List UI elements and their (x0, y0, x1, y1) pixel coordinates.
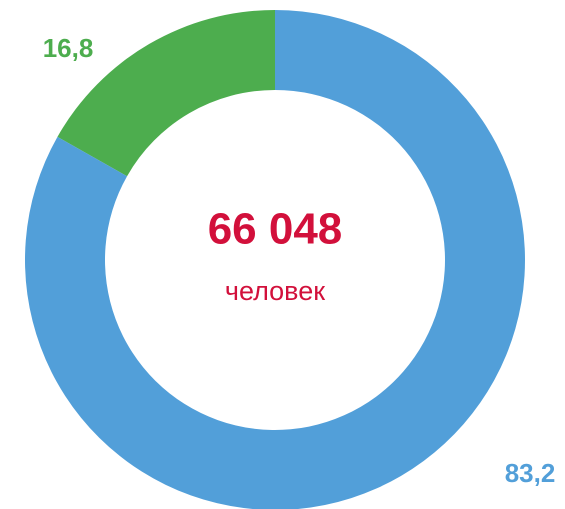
center-subtext: человек (225, 276, 325, 306)
data-label: 83,2 (505, 458, 556, 488)
donut-segment (25, 10, 525, 509)
data-label: 16,8 (43, 33, 94, 63)
center-value: 66 048 (208, 205, 343, 254)
donut-segment (57, 10, 276, 177)
